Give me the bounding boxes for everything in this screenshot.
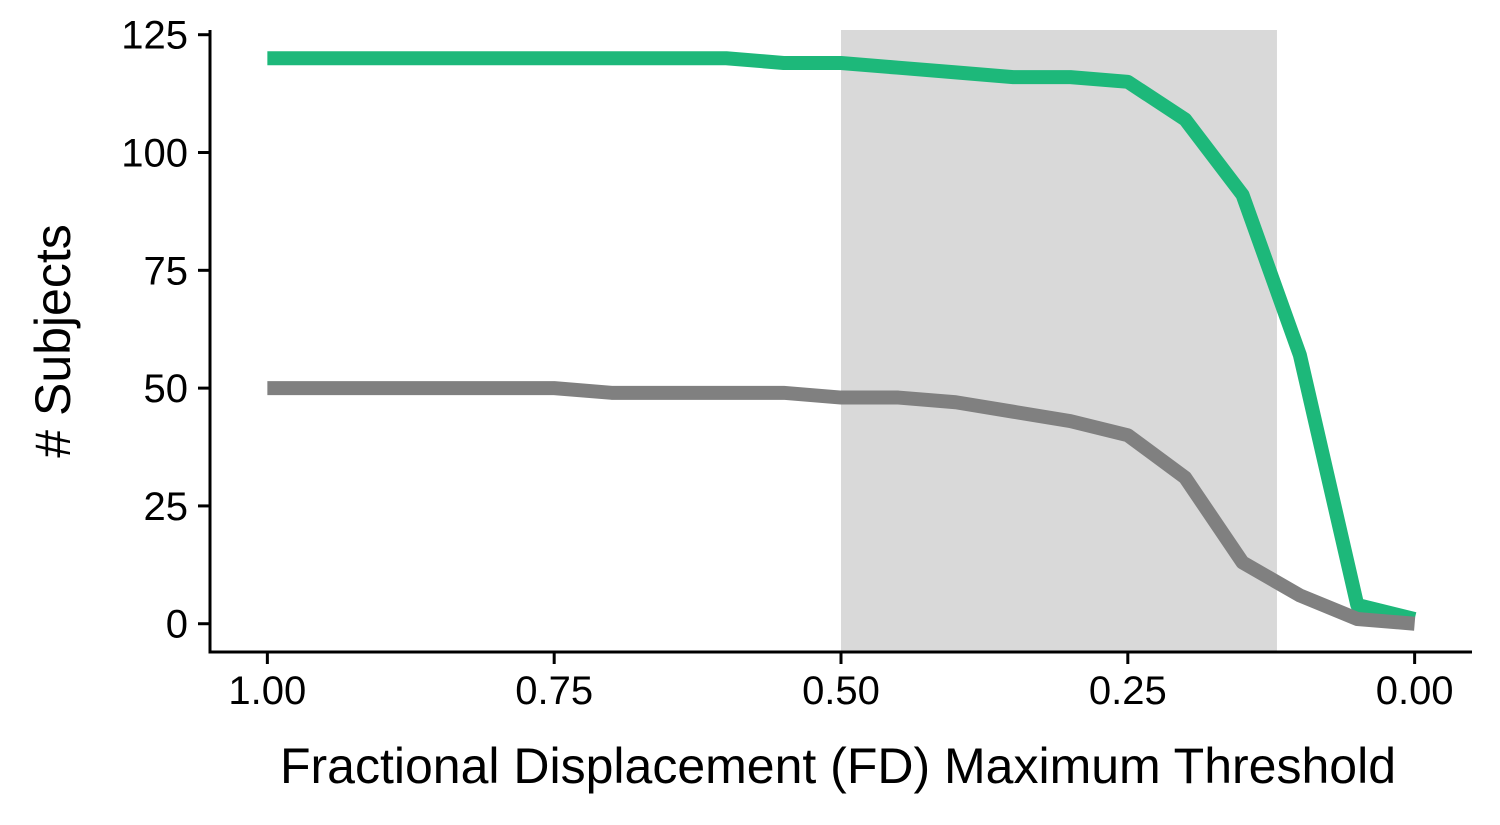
y-ticks: 0 25 50 75 100 125 xyxy=(121,14,210,647)
y-tick-label: 0 xyxy=(166,603,188,647)
x-ticks: 1.00 0.75 0.50 0.25 0.00 xyxy=(228,652,1454,713)
shaded-region-layer xyxy=(841,30,1277,652)
y-tick-label: 25 xyxy=(144,485,189,529)
series-layer xyxy=(267,51,1417,631)
x-tick-label: 0.00 xyxy=(1376,669,1454,713)
y-tick-label: 50 xyxy=(144,367,189,411)
y-tick-label: 125 xyxy=(121,14,188,58)
x-tick-label: 0.75 xyxy=(515,669,593,713)
shaded-region xyxy=(841,30,1277,652)
x-tick-label: 0.50 xyxy=(802,669,880,713)
y-tick-label: 100 xyxy=(121,132,188,176)
axes-layer xyxy=(208,30,1472,654)
x-axis-label: Fractional Displacement (FD) Maximum Thr… xyxy=(280,738,1396,794)
x-tick-label: 1.00 xyxy=(228,669,306,713)
series-line-1 xyxy=(267,51,1417,626)
series-line-2 xyxy=(267,381,1416,631)
x-tick-label: 0.25 xyxy=(1089,669,1167,713)
y-tick-label: 75 xyxy=(144,249,189,293)
y-axis-label: # Subjects xyxy=(25,224,81,457)
